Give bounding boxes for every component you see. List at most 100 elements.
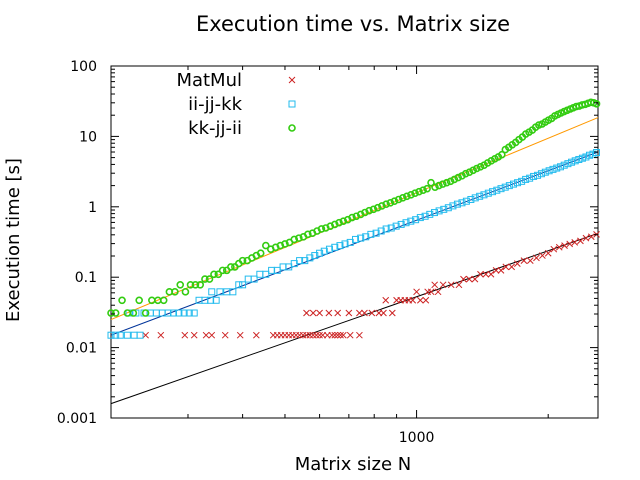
- data-point: [561, 242, 568, 249]
- data-point: [377, 227, 385, 235]
- data-point: [416, 296, 424, 304]
- data-point: [235, 281, 243, 289]
- data-point: [331, 243, 339, 251]
- data-point: [476, 162, 485, 171]
- data-point: [449, 202, 457, 210]
- data-point: [309, 309, 317, 317]
- data-point: [399, 194, 407, 202]
- data-point: [508, 263, 516, 271]
- data-point: [372, 229, 380, 237]
- data-point: [462, 197, 470, 205]
- data-point: [250, 275, 258, 283]
- data-point: [361, 208, 369, 217]
- data-point: [320, 247, 328, 255]
- data-marks: [107, 98, 601, 339]
- data-point: [365, 206, 373, 215]
- fit-lines: [110, 117, 599, 405]
- data-point: [296, 257, 304, 265]
- data-point: [311, 252, 319, 260]
- data-point: [123, 331, 131, 339]
- data-point: [116, 331, 124, 339]
- data-point: [537, 170, 545, 178]
- data-point: [477, 270, 484, 278]
- data-point: [535, 121, 543, 129]
- data-point: [409, 296, 417, 304]
- data-point: [205, 275, 214, 283]
- data-point: [427, 178, 435, 187]
- data-point: [334, 309, 342, 317]
- series-ii-jj-kk: [107, 149, 600, 339]
- data-point: [339, 217, 348, 225]
- data-point: [450, 175, 459, 184]
- y-tick-label: 0.1: [75, 270, 97, 286]
- plot-frame: [110, 65, 599, 419]
- data-point: [136, 331, 144, 339]
- data-point: [132, 309, 140, 317]
- data-point: [252, 331, 260, 339]
- series-kk-jj-ii: [107, 98, 601, 317]
- data-point: [502, 263, 510, 271]
- data-point: [185, 309, 193, 317]
- data-point: [571, 239, 579, 246]
- data-point: [555, 243, 563, 251]
- data-point: [514, 179, 522, 187]
- data-point: [180, 309, 188, 317]
- data-point: [541, 168, 549, 176]
- legend-marker-ii-jj-kk: [288, 100, 296, 108]
- data-point: [577, 237, 584, 245]
- data-point: [489, 188, 497, 196]
- data-point: [487, 270, 495, 278]
- data-point: [268, 266, 276, 274]
- legend-label-kk-jj-ii: kk-jj-ii: [188, 118, 242, 139]
- data-point: [421, 212, 429, 220]
- data-point: [435, 207, 443, 215]
- data-point: [170, 309, 178, 317]
- data-point: [539, 252, 546, 259]
- data-point: [513, 260, 521, 267]
- series-MatMul: [142, 231, 600, 339]
- data-point: [290, 235, 299, 244]
- data-point: [392, 222, 400, 230]
- y-tick-label: 1: [88, 200, 97, 216]
- legend-marker-kk-jj-ii: [288, 124, 296, 132]
- legend-marker-MatMul: [288, 76, 296, 84]
- data-point: [431, 183, 439, 191]
- data-point: [279, 263, 287, 271]
- data-point: [337, 331, 344, 339]
- data-point: [316, 331, 323, 339]
- data-point: [434, 288, 442, 296]
- data-point: [303, 309, 310, 317]
- legend-label-ii-jj-kk: ii-jj-kk: [188, 94, 242, 115]
- data-point: [556, 163, 564, 171]
- data-point: [348, 213, 356, 222]
- data-point: [262, 270, 270, 278]
- data-point: [367, 230, 375, 238]
- data-point: [431, 209, 439, 217]
- data-point: [208, 288, 216, 296]
- data-point: [112, 331, 120, 339]
- data-point: [191, 280, 200, 289]
- data-point: [439, 281, 447, 289]
- data-point: [157, 331, 165, 339]
- data-point: [518, 177, 526, 185]
- data-point: [411, 189, 419, 198]
- data-point: [492, 267, 500, 274]
- data-point: [221, 331, 229, 339]
- data-point: [202, 331, 210, 339]
- data-point: [326, 222, 335, 230]
- data-point: [505, 182, 513, 190]
- data-point: [325, 245, 333, 253]
- data-point: [407, 191, 415, 199]
- data-point: [152, 309, 160, 317]
- data-point: [460, 275, 467, 283]
- data-point: [142, 331, 149, 339]
- data-point: [444, 204, 452, 212]
- data-point: [403, 192, 411, 201]
- data-point: [467, 195, 475, 203]
- data-point: [129, 309, 138, 317]
- data-point: [416, 214, 424, 222]
- data-point: [256, 270, 264, 278]
- data-point: [497, 185, 505, 193]
- data-point: [455, 281, 463, 289]
- data-point: [262, 241, 270, 250]
